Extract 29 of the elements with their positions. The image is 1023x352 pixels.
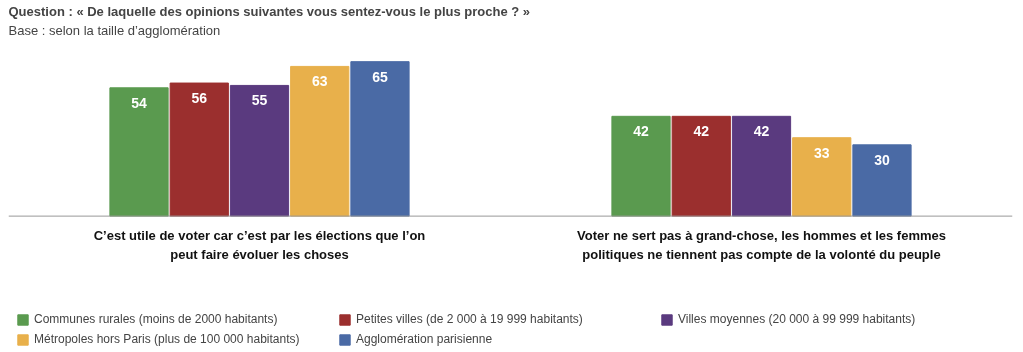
data-label: 55 (251, 92, 268, 109)
bar (290, 65, 350, 217)
x-tick-label: C’est utile de voter car c’est par les élections que l’on peut faire évoluer les choses (93, 228, 426, 262)
bar (731, 115, 792, 217)
legend-label: Agglomération parisienne (356, 332, 494, 346)
data-label: 30 (874, 151, 890, 168)
chart-subtitle: Base : selon la taille d’agglomération (8, 22, 221, 38)
legend-label: Villes moyennes (20 000 à 99 999 habitants) (678, 312, 917, 326)
legend-label: Métropoles hors Paris (plus de 100 000 habitants) (34, 332, 301, 346)
bar (350, 61, 410, 217)
data-label: 65 (372, 68, 388, 85)
x-tick-label: Voter ne sert pas à grand-chose, les hommes et les femmes politiques ne tiennent pas compte de la volonté du peuple (577, 228, 946, 262)
legend-label: Petites villes (de 2 000 à 19 999 habitants) (356, 312, 584, 326)
bar (792, 137, 852, 217)
bar (852, 144, 912, 217)
chart-title: Question : « De laquelle des opinions suivantes vous sentez-vous le plus proche ? » (8, 3, 531, 19)
data-label: 33 (813, 144, 830, 161)
data-label: 42 (753, 123, 770, 140)
bar (611, 115, 671, 217)
legend-label: Communes rurales (moins de 2000 habitants) (34, 312, 279, 326)
data-label: 63 (311, 73, 328, 90)
data-label: 56 (191, 90, 208, 107)
bar (109, 87, 169, 217)
bar (169, 82, 229, 217)
data-label: 42 (693, 123, 710, 140)
data-label: 54 (131, 94, 148, 111)
data-label: 42 (633, 123, 650, 140)
bar (671, 115, 731, 217)
bar (229, 84, 290, 217)
